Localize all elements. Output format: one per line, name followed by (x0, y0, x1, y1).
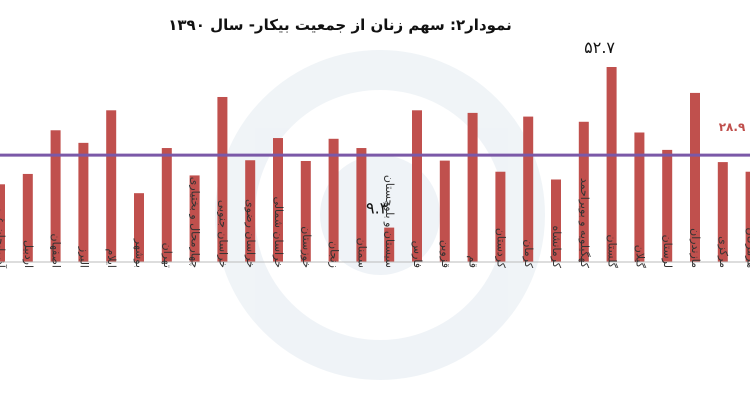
x-tick-label: کرمان (522, 239, 535, 268)
bar (356, 148, 367, 262)
x-tick-label: سیستان و بلوچستان (383, 175, 396, 268)
x-tick-label: اردبیل (22, 240, 35, 268)
x-tick-label: فارس (411, 241, 424, 268)
bar (578, 121, 589, 263)
average-reference-label: ۲۸.۹ (719, 120, 746, 134)
bar (523, 116, 534, 262)
bar (745, 171, 750, 262)
bars-group (0, 67, 750, 263)
annotations-group: ۹.۳ ۵۲.۷ (366, 38, 615, 218)
bar (551, 179, 561, 262)
bar (245, 160, 256, 262)
bar (717, 162, 728, 262)
bar (161, 148, 172, 262)
bar (634, 132, 645, 262)
bar (690, 92, 700, 262)
x-tick-label: مازندران (689, 228, 702, 268)
x-tick-label: خوزستان (300, 226, 313, 268)
data-annotation: ۵۲.۷ (584, 38, 615, 57)
chart-title: نمودار۲: سهم زنان از جمعیت بیکار- سال ۱۳… (168, 16, 512, 34)
bar (273, 138, 283, 262)
x-tick-label: البرز (77, 246, 90, 268)
x-tick-label: مرکزی (717, 236, 730, 268)
x-tick-label: آذربایجان غربی (0, 199, 8, 269)
bar (412, 110, 422, 262)
x-tick-label: قزوین (439, 240, 452, 268)
bar (134, 193, 144, 262)
x-tick-label: هرمزگان (745, 228, 750, 269)
bar (106, 110, 117, 262)
bar (217, 96, 228, 262)
bar (189, 175, 200, 262)
bar (78, 142, 89, 262)
x-tick-label: خراسان جنوبی (216, 200, 229, 268)
bar (300, 160, 311, 262)
bar (50, 130, 61, 262)
bar (0, 184, 5, 262)
bar (22, 173, 33, 262)
x-tick-label: زنجان (328, 241, 341, 268)
x-tick-label: گلستان (606, 235, 619, 269)
bar (606, 67, 617, 262)
x-tick-label: گیلان (633, 245, 646, 269)
x-tick-labels: آذربایجان غربی اردبیل اصفهان البرز ایلام بوشه… (0, 175, 750, 269)
x-tick-label: ایلام (105, 249, 118, 269)
x-tick-label: لرستان (661, 235, 674, 268)
x-tick-label: اصفهان (50, 234, 63, 268)
x-tick-label: سمنان (355, 238, 368, 268)
bar (467, 112, 478, 262)
bar (439, 160, 450, 262)
x-tick-label: کردستان (494, 228, 507, 269)
data-annotation: ۹.۳ (366, 199, 389, 218)
x-tick-label: تهران (161, 243, 174, 268)
x-tick-label: چهارمحال و بختیاری (189, 177, 202, 268)
x-tick-label: کهگیلویه و بویراحمد (578, 178, 591, 269)
bar (495, 171, 506, 262)
x-tick-label: قم (467, 255, 480, 268)
bar (328, 138, 339, 262)
x-tick-label: خراسان رضوی (244, 199, 257, 268)
x-tick-label: بوشهر (133, 238, 146, 268)
bar (384, 227, 395, 262)
x-tick-label: خراسان شمالی (272, 196, 285, 268)
x-tick-label: کرمانشاه (550, 225, 563, 268)
bar (662, 149, 673, 262)
